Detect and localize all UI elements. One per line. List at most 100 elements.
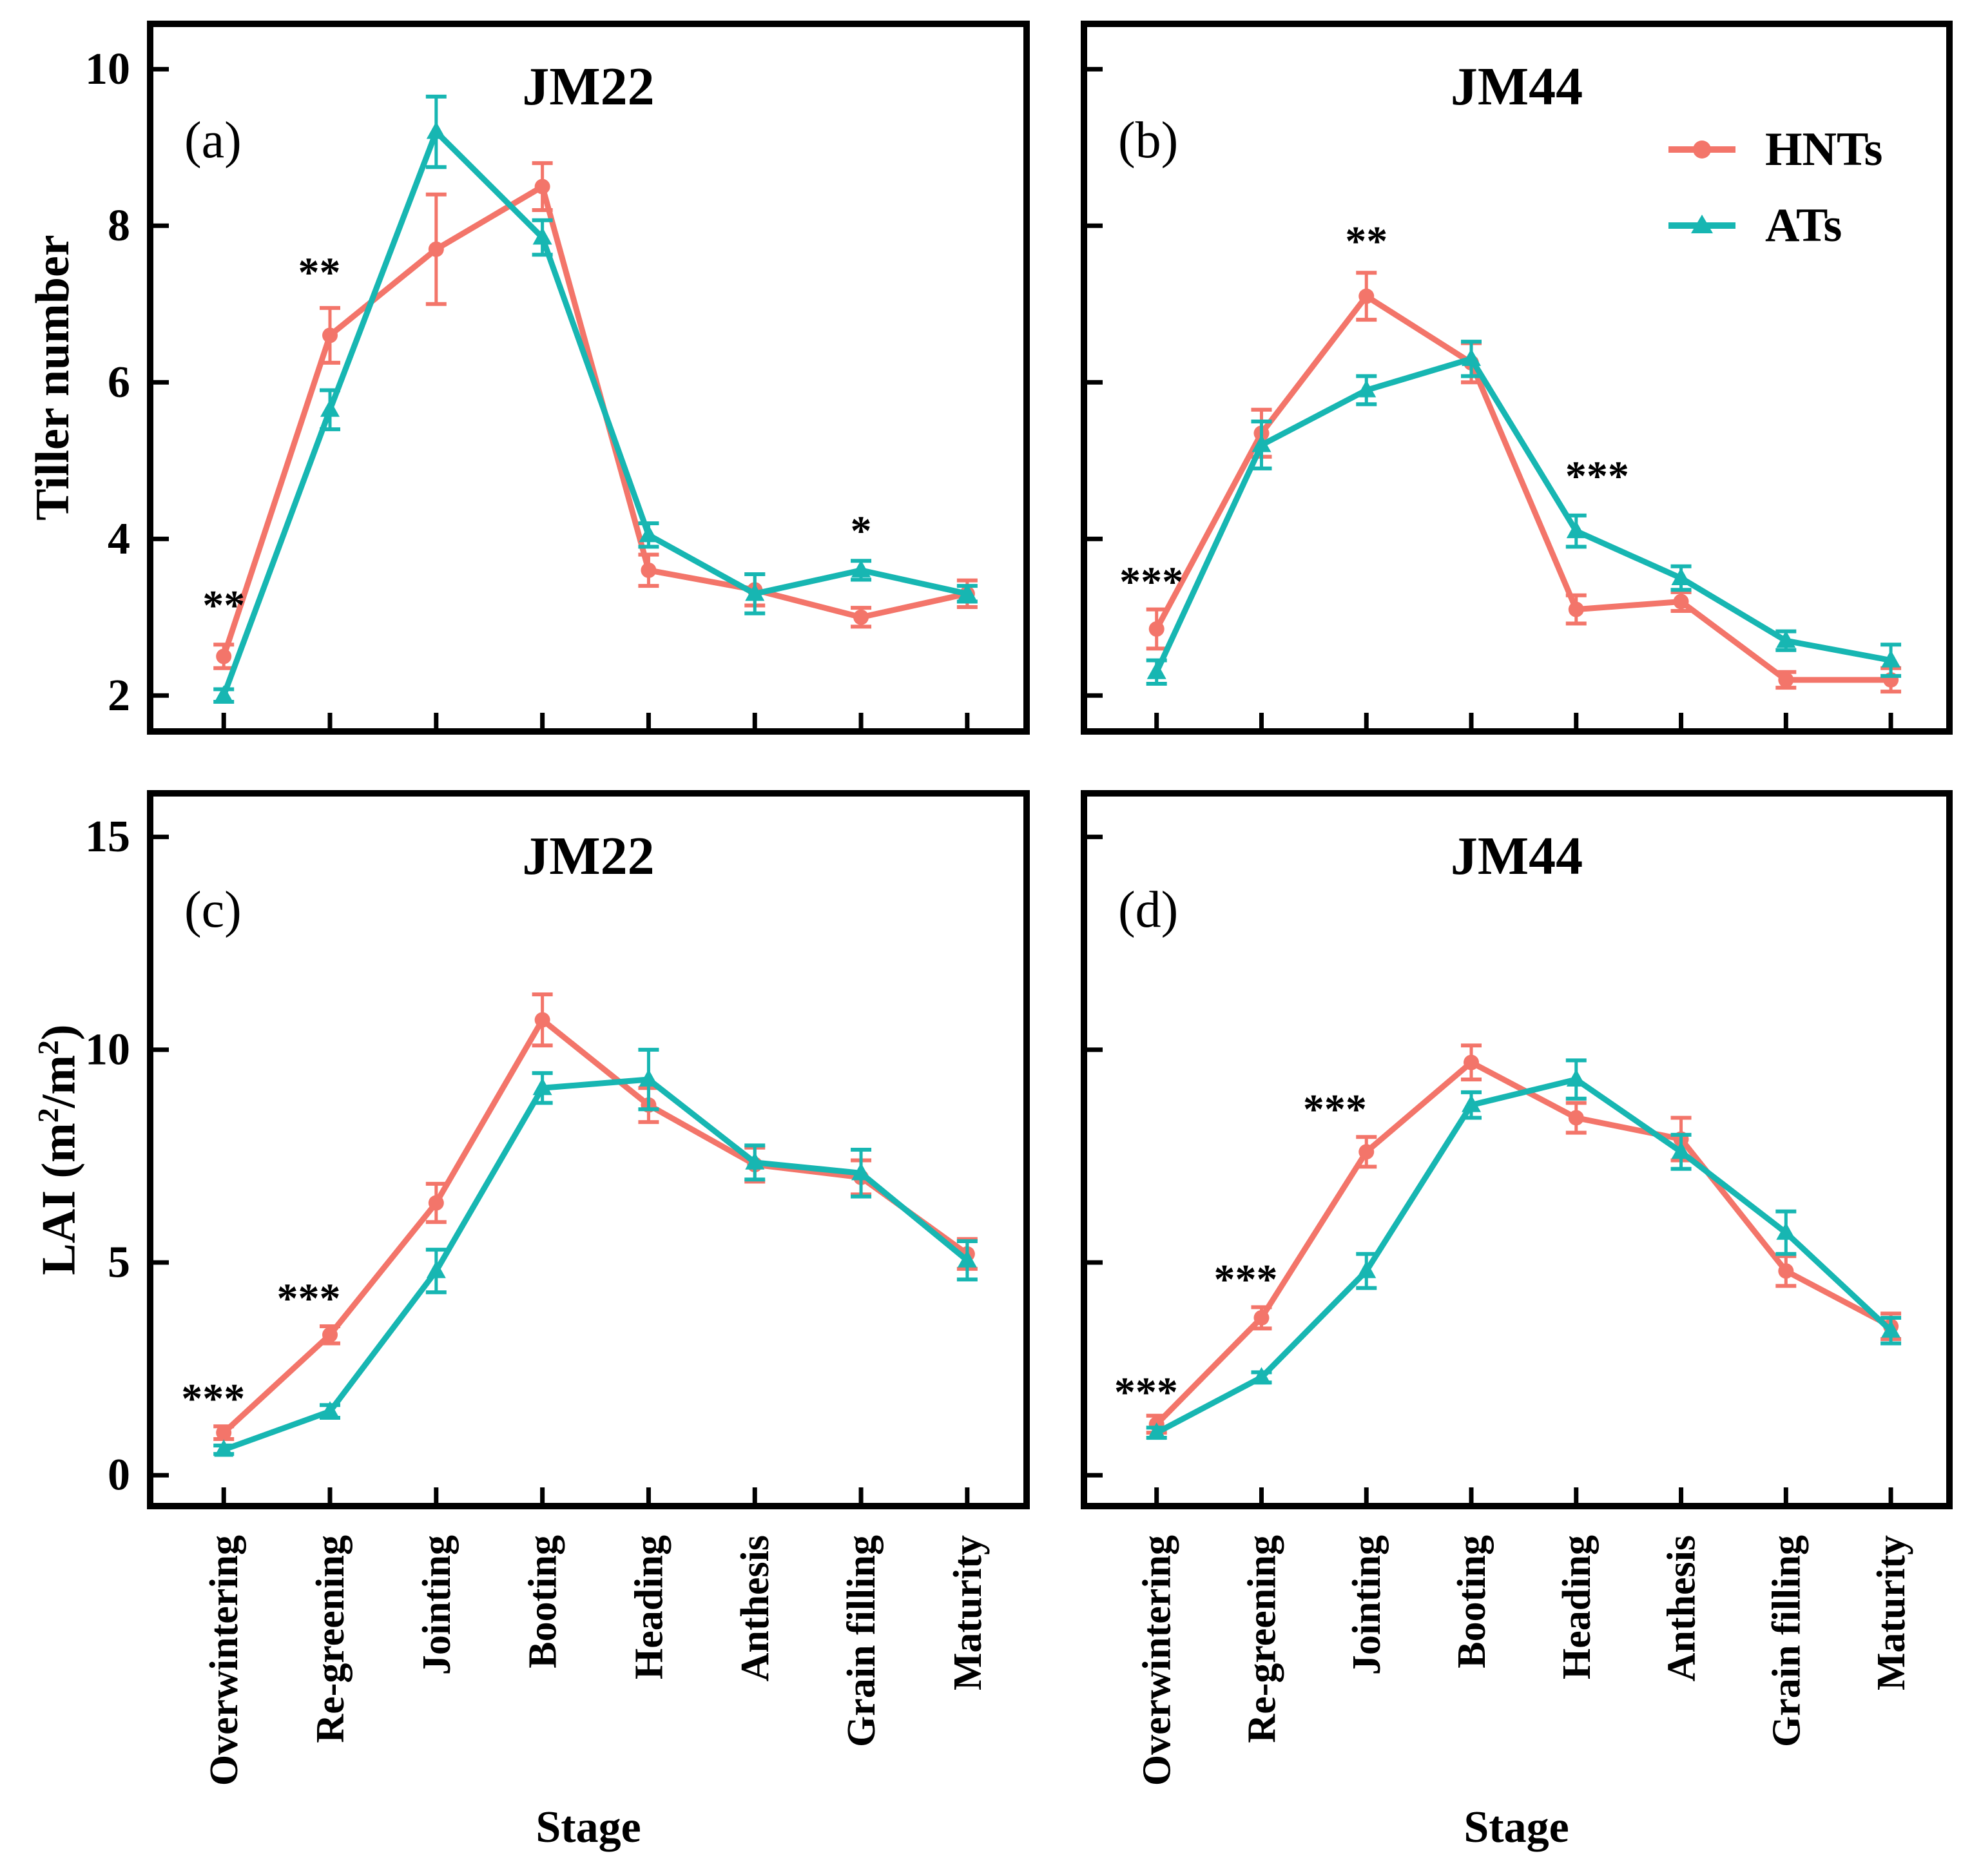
data-point-triangle [426, 1261, 446, 1279]
data-point-circle [1358, 288, 1375, 304]
legend-item-hnts: HNTs [1668, 123, 1882, 176]
data-point-circle [534, 179, 550, 195]
x-tick-label: Heading [627, 1535, 671, 1679]
data-point-triangle [214, 1439, 234, 1457]
significance-label: *** [277, 1275, 341, 1322]
x-axis-label-stage-left: Stage [536, 1803, 641, 1852]
significance-label: *** [181, 1375, 245, 1422]
y-tick-label: 0 [108, 1451, 130, 1500]
data-point-circle [216, 648, 232, 664]
legend-circle-marker [1693, 140, 1711, 159]
lai-label-superscript: 2 [32, 1040, 64, 1056]
series-line [1154, 293, 1891, 683]
data-point-triangle [1146, 661, 1166, 679]
x-tick-label: Overwintering [202, 1535, 246, 1786]
data-point-circle [428, 1195, 444, 1211]
data-point-triangle [745, 1152, 765, 1170]
panel-title: JM22 [522, 826, 654, 886]
x-tick-label: Grain filling [840, 1535, 884, 1747]
data-point-triangle [639, 1069, 659, 1087]
data-point-triangle [745, 583, 765, 601]
series-ats [1146, 1058, 1902, 1440]
data-point-triangle [1252, 1367, 1271, 1385]
data-point-triangle [1776, 1222, 1796, 1240]
lai-label-part: ) [32, 1024, 86, 1041]
lai-label-superscript: 2 [32, 1108, 64, 1123]
data-point-circle [322, 1327, 338, 1343]
significance-label: *** [1119, 559, 1183, 606]
panel-c-chart: 0 5 10 15 Overwintering Re-greening Jointing Bo… [85, 790, 1030, 1786]
data-point-triangle [1566, 521, 1586, 539]
y-tick-label: 8 [108, 201, 130, 251]
data-point-circle [1253, 1310, 1270, 1326]
data-point-circle [322, 327, 338, 343]
x-tick-label: Anthesis [733, 1535, 777, 1681]
x-tick-label: Maturity [946, 1535, 990, 1690]
plot-border [147, 790, 1030, 1509]
significance-label: *** [1565, 453, 1629, 500]
series-ats [1146, 340, 1902, 686]
data-point-triangle [851, 559, 871, 577]
x-tick-label: Heading [1555, 1535, 1599, 1679]
x-tick-label: Anthesis [1660, 1535, 1704, 1681]
data-point-triangle [320, 399, 340, 417]
panel-title: JM44 [1451, 826, 1583, 886]
data-point-circle [1778, 672, 1794, 688]
series-line [222, 1017, 969, 1435]
data-point-triangle [320, 1401, 340, 1419]
x-axis-label-stage-right: Stage [1464, 1803, 1569, 1852]
significance-label: ** [202, 582, 245, 629]
significance-label: ** [298, 249, 341, 296]
y-tick-label: 4 [108, 514, 130, 564]
data-point-triangle [1776, 630, 1796, 648]
data-point-triangle [957, 583, 977, 601]
panel-letter: (c) [184, 882, 242, 938]
significance-label: * [851, 508, 872, 555]
x-tick-label: Booting [521, 1535, 565, 1668]
significance-label: ** [1345, 218, 1387, 265]
panel-title: JM44 [1451, 57, 1583, 117]
data-point-circle [1464, 1054, 1480, 1070]
data-point-circle [216, 1425, 232, 1441]
y-tick-label: 2 [108, 671, 130, 720]
x-tick-label: Booting [1450, 1535, 1494, 1668]
series-line [220, 129, 968, 697]
data-point-triangle [1671, 1141, 1691, 1159]
legend-item-ats: ATs [1668, 199, 1842, 252]
y-tick-label: 15 [85, 812, 130, 862]
data-point-circle [1568, 601, 1584, 617]
panel-title: JM22 [522, 57, 654, 117]
data-point-triangle [1252, 434, 1271, 452]
data-point-circle [534, 1012, 550, 1028]
y-axis-label-top-text: Tiller number [26, 235, 79, 521]
data-point-circle [641, 562, 657, 578]
data-point-circle [1673, 594, 1689, 610]
data-point-triangle [532, 227, 552, 245]
data-point-triangle [1671, 568, 1691, 586]
panel-letter: (d) [1118, 882, 1178, 938]
data-point-triangle [1462, 348, 1482, 366]
y-tick-label: 10 [85, 1025, 130, 1074]
legend-triangle-marker [1691, 215, 1713, 233]
x-tick-label: Maturity [1870, 1535, 1913, 1690]
panel-letter: (a) [184, 112, 242, 169]
data-point-triangle [1357, 1261, 1377, 1279]
data-point-triangle [1881, 1320, 1901, 1338]
data-point-circle [428, 241, 444, 257]
significance-label: *** [1214, 1256, 1278, 1303]
x-tick-label: Re-greening [309, 1535, 353, 1743]
x-tick-label: Grain filling [1764, 1535, 1808, 1747]
x-tick-label: Overwintering [1136, 1535, 1179, 1786]
lai-label-part: /m [32, 1055, 86, 1108]
data-point-triangle [1881, 650, 1901, 668]
panel-d-chart: Overwintering Re-greening Jointing Booting H… [1081, 790, 1953, 1786]
series-line [222, 1076, 969, 1453]
y-tick-label: 6 [108, 358, 130, 407]
series-hnts [213, 992, 978, 1442]
data-point-triangle [851, 1163, 871, 1181]
legend-label: ATs [1765, 199, 1842, 252]
data-point-circle [853, 609, 869, 625]
